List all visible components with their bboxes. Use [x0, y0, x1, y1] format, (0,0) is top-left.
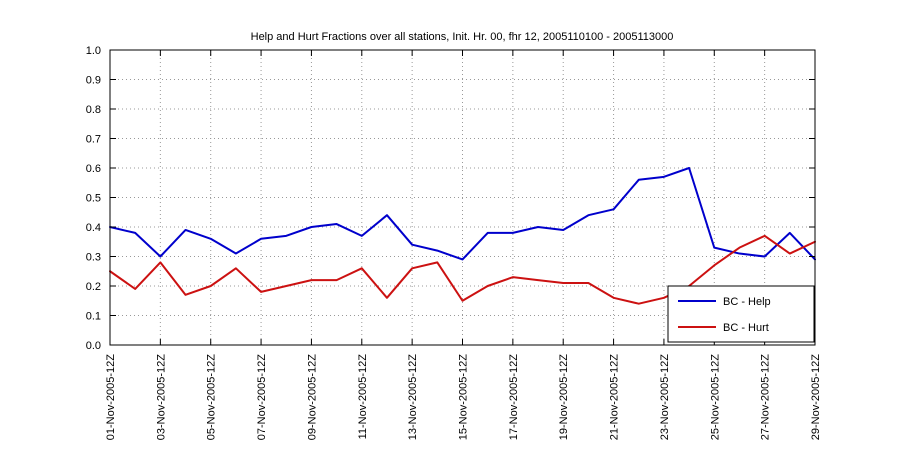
series-line-bc-help	[109, 167, 816, 261]
y-tick-label: 0.7	[86, 134, 101, 146]
x-tick-label: 21-Nov-2005-12Z	[609, 354, 621, 440]
y-tick-label: 0.8	[86, 104, 101, 116]
series-lines	[109, 167, 816, 305]
legend-label-hurt: BC - Hurt	[723, 322, 769, 334]
series-line-bc-hurt	[109, 234, 816, 305]
y-tick-label: 0.1	[86, 311, 101, 323]
x-tick-label: 05-Nov-2005-12Z	[206, 354, 218, 440]
x-tick-label: 23-Nov-2005-12Z	[659, 354, 671, 440]
x-tick-label: 29-Nov-2005-12Z	[810, 354, 822, 440]
y-tick-label: 0.3	[86, 252, 101, 264]
x-tick-label: 19-Nov-2005-12Z	[558, 354, 570, 440]
y-tick-label: 0.4	[86, 222, 101, 234]
legend-label-help: BC - Help	[723, 296, 771, 308]
gridlines	[110, 50, 815, 345]
x-axis-tick-labels: 01-Nov-2005-12Z 03-Nov-2005-12Z 05-Nov-200…	[105, 354, 822, 440]
x-tick-label: 25-Nov-2005-12Z	[709, 354, 721, 440]
y-tick-label: 0.0	[86, 340, 101, 352]
x-tick-label: 15-Nov-2005-12Z	[458, 354, 470, 440]
y-tick-label: 0.2	[86, 281, 101, 293]
x-tick-label: 09-Nov-2005-12Z	[306, 354, 318, 440]
y-axis-tick-labels: 0.0 0.1 0.2 0.3 0.4 0.5 0.6 0.7 0.8 0.9 1.0	[86, 45, 101, 352]
x-tick-label: 07-Nov-2005-12Z	[256, 354, 268, 440]
legend: BC - Help BC - Hurt	[667, 285, 815, 343]
x-tick-label: 17-Nov-2005-12Z	[508, 354, 520, 440]
chart-title: Help and Hurt Fractions over all station…	[251, 31, 674, 43]
y-tick-label: 0.6	[86, 163, 101, 175]
x-tick-label: 27-Nov-2005-12Z	[760, 354, 772, 440]
x-tick-label: 03-Nov-2005-12Z	[155, 354, 167, 440]
y-tick-label: 0.5	[86, 193, 101, 205]
x-tick-label: 01-Nov-2005-12Z	[105, 354, 117, 440]
legend-box	[667, 285, 815, 343]
x-tick-label: 13-Nov-2005-12Z	[407, 354, 419, 440]
y-tick-label: 0.9	[86, 75, 101, 87]
y-tick-label: 1.0	[86, 45, 101, 57]
x-tick-label: 11-Nov-2005-12Z	[357, 354, 369, 440]
